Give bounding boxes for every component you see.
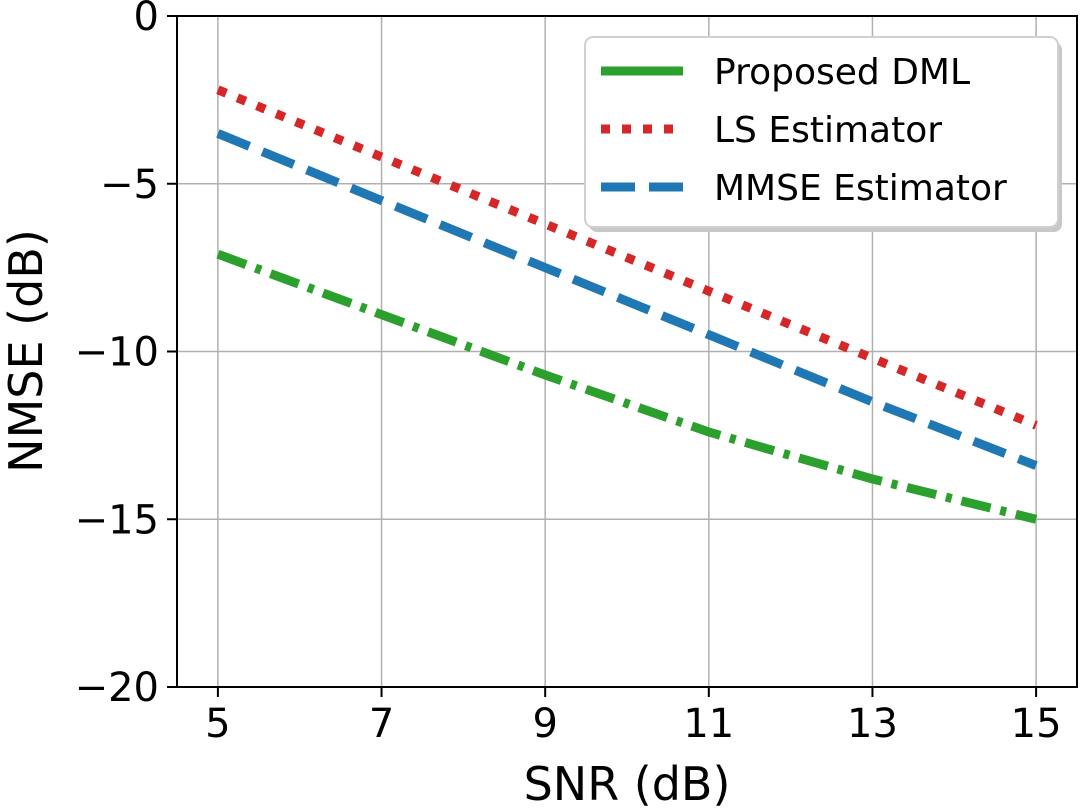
series-line-mmse-estimator <box>216 129 1038 470</box>
legend-label: MMSE Estimator <box>714 168 1007 209</box>
y-tick-label: −20 <box>75 665 159 711</box>
y-tick-label: −10 <box>75 330 159 376</box>
series-group <box>216 85 1038 524</box>
legend: Proposed DML LS Estimator MMSE Estimator <box>584 36 1062 232</box>
y-tick-label: −5 <box>100 162 159 208</box>
x-axis-label: SNR (dB) <box>524 757 731 810</box>
x-tick-label: 7 <box>369 701 394 747</box>
legend-label: Proposed DML <box>714 52 970 93</box>
series-line-proposed-dml <box>216 249 1038 524</box>
legend-box <box>584 36 1059 228</box>
x-tick-label: 11 <box>683 701 734 747</box>
y-axis-label: NMSE (dB) <box>0 229 53 473</box>
y-tick-label: −15 <box>75 497 159 543</box>
x-tick-label: 9 <box>532 701 557 747</box>
x-tick-label: 15 <box>1011 701 1062 747</box>
series-line-ls-estimator <box>216 85 1038 430</box>
x-tick-label: 5 <box>205 701 230 747</box>
x-tick-label: 13 <box>847 701 898 747</box>
legend-label: LS Estimator <box>714 110 942 151</box>
y-tick-label: 0 <box>134 0 159 40</box>
ticks: 5 7 9 11 13 15 0 −5 −10 −15 −20 <box>75 0 1062 747</box>
